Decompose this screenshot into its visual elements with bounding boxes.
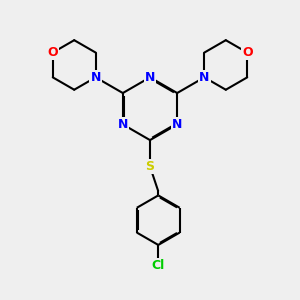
Text: O: O [242, 46, 253, 59]
Text: N: N [145, 71, 155, 84]
Text: N: N [91, 71, 101, 84]
Text: N: N [199, 71, 209, 84]
Text: N: N [172, 118, 182, 131]
Text: S: S [146, 160, 154, 173]
Text: O: O [47, 46, 58, 59]
Text: N: N [118, 118, 128, 131]
Text: Cl: Cl [152, 259, 165, 272]
